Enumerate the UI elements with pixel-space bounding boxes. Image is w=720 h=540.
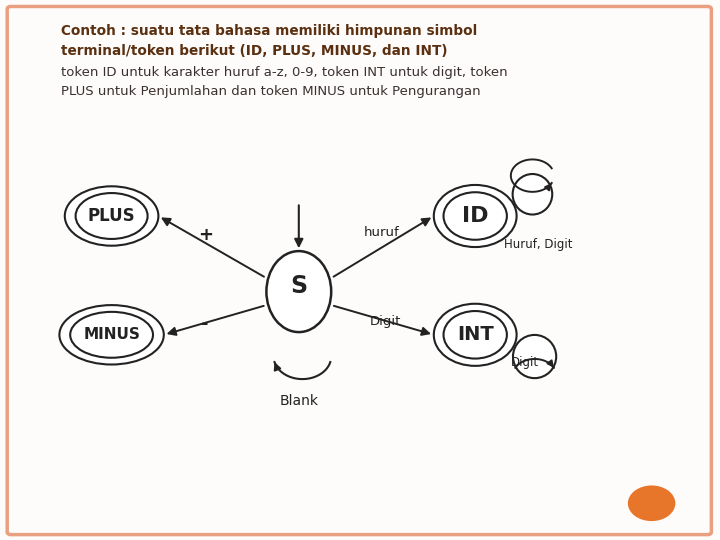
FancyBboxPatch shape <box>7 6 711 535</box>
Ellipse shape <box>59 305 163 364</box>
Text: PLUS untuk Penjumlahan dan token MINUS untuk Pengurangan: PLUS untuk Penjumlahan dan token MINUS u… <box>61 85 481 98</box>
Text: Contoh : suatu tata bahasa memiliki himpunan simbol: Contoh : suatu tata bahasa memiliki himp… <box>61 24 477 38</box>
Ellipse shape <box>513 174 552 214</box>
Text: PLUS: PLUS <box>88 207 135 225</box>
Ellipse shape <box>434 303 517 366</box>
Ellipse shape <box>65 186 158 246</box>
Text: S: S <box>290 274 307 298</box>
Circle shape <box>628 485 675 521</box>
Text: INT: INT <box>456 325 494 345</box>
Ellipse shape <box>434 185 517 247</box>
Text: token ID untuk karakter huruf a-z, 0-9, token INT untuk digit, token: token ID untuk karakter huruf a-z, 0-9, … <box>61 66 508 79</box>
Text: +: + <box>198 226 212 244</box>
Ellipse shape <box>513 335 557 378</box>
Text: ID: ID <box>462 206 488 226</box>
Text: Digit: Digit <box>369 315 401 328</box>
Text: terminal/token berikut (ID, PLUS, MINUS, dan INT): terminal/token berikut (ID, PLUS, MINUS,… <box>61 44 448 58</box>
Text: MINUS: MINUS <box>84 327 140 342</box>
Text: Huruf, Digit: Huruf, Digit <box>504 238 572 251</box>
Ellipse shape <box>76 193 148 239</box>
Text: Blank: Blank <box>279 394 318 408</box>
Text: huruf: huruf <box>364 226 400 239</box>
Ellipse shape <box>266 251 331 332</box>
Text: Digit: Digit <box>511 356 539 369</box>
Text: -: - <box>202 315 209 333</box>
Ellipse shape <box>444 311 507 359</box>
Ellipse shape <box>444 192 507 240</box>
Ellipse shape <box>70 312 153 357</box>
